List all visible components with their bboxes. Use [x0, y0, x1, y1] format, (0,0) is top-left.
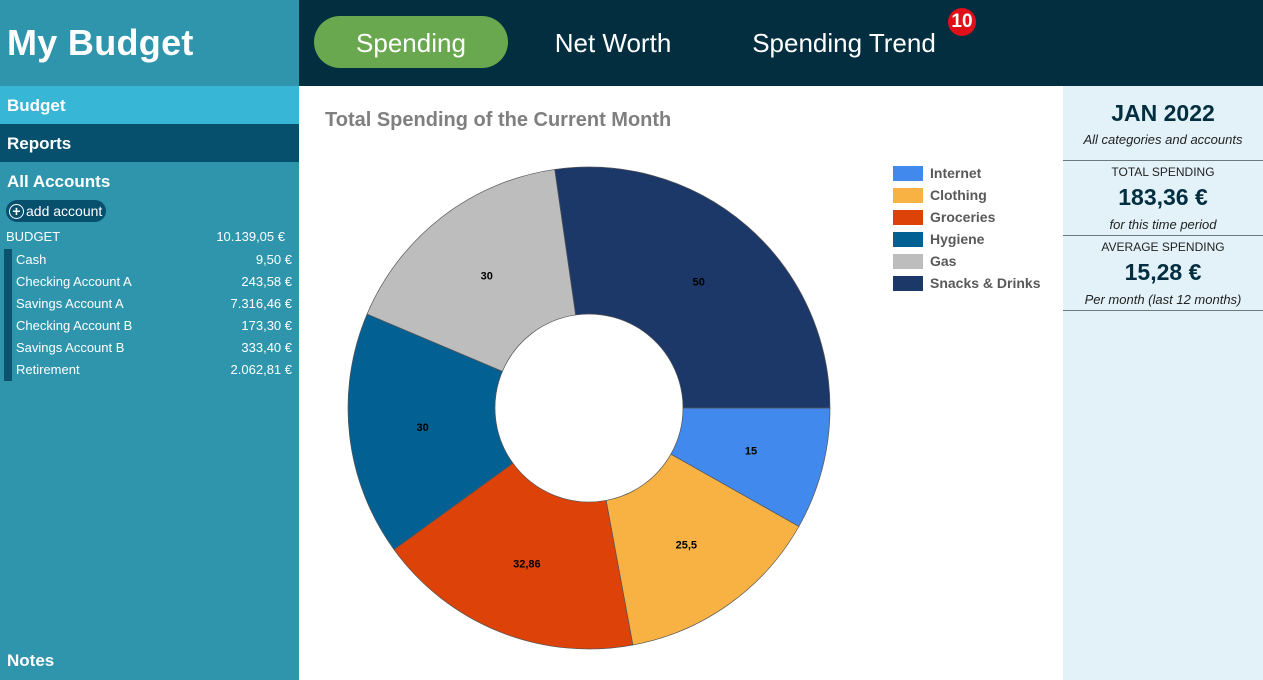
pie-data-label: 15 [745, 446, 757, 458]
top-tab-bar: Spending Net Worth Spending Trend 10 [299, 0, 1263, 86]
pie-slice-groceries [393, 462, 634, 650]
nav-budget[interactable]: Budget [0, 86, 299, 124]
average-spending-value: 15,28 € [1124, 259, 1202, 285]
legend-label: Hygiene [930, 231, 985, 247]
summary-panel: JAN 2022 All categories and accounts TOT… [1063, 86, 1263, 680]
account-row-savings-b[interactable]: Savings Account B 333,40 € [12, 337, 292, 359]
legend-item: Internet [893, 162, 1041, 184]
add-account-button[interactable]: + add account [6, 200, 107, 222]
account-row-cash[interactable]: Cash 9,50 € [12, 249, 292, 271]
divider [1063, 235, 1263, 236]
add-account-label: add account [26, 203, 103, 219]
budget-summary-value: 10.139,05 € [216, 229, 285, 244]
pie-data-label: 30 [416, 422, 428, 434]
account-name: Savings Account B [16, 340, 125, 355]
legend-swatch [893, 187, 923, 203]
total-spending-label: TOTAL SPENDING [1111, 165, 1215, 179]
account-value: 243,58 € [241, 274, 292, 289]
chart-panel: 15 25,5 32,86 30 30 50 Total Spending of the … [299, 86, 1063, 680]
total-spending-caption: for this time period [1109, 217, 1217, 232]
legend-swatch [893, 209, 923, 225]
tab-net-worth[interactable]: Net Worth [554, 28, 672, 58]
donut-chart: 15 25,5 32,86 30 30 50 [347, 166, 831, 650]
legend-label: Gas [930, 253, 957, 269]
legend-label: Snacks & Drinks [930, 275, 1041, 291]
legend-label: Internet [930, 165, 982, 181]
tab-spending[interactable]: Spending [314, 16, 508, 68]
legend-item: Clothing [893, 184, 1041, 206]
pie-slice-gas [366, 169, 577, 372]
account-row-checking-b[interactable]: Checking Account B 173,30 € [12, 315, 292, 337]
pie-slice-clothing [605, 453, 800, 646]
period-subtitle: All categories and accounts [1083, 132, 1243, 147]
account-value: 2.062,81 € [230, 362, 292, 377]
budget-summary-row[interactable]: BUDGET 10.139,05 € [0, 229, 299, 249]
pie-data-label: 50 [693, 276, 705, 288]
pie-data-label: 25,5 [676, 539, 697, 551]
nav-reports[interactable]: Reports [0, 124, 299, 162]
average-spending-label: AVERAGE SPENDING [1101, 240, 1225, 254]
account-name: Checking Account B [16, 318, 133, 333]
account-name: Checking Account A [16, 274, 132, 289]
account-row-retirement[interactable]: Retirement 2.062,81 € [12, 359, 292, 381]
pie-slice-snacks-drinks [554, 166, 831, 409]
legend-item: Groceries [893, 206, 1041, 228]
nav-notes[interactable]: Notes [7, 651, 55, 670]
account-name: Savings Account A [16, 296, 124, 311]
account-row-checking-a[interactable]: Checking Account A 243,58 € [12, 271, 292, 293]
legend-item: Hygiene [893, 228, 1041, 250]
pie-data-label: 32,86 [513, 559, 541, 571]
account-name: Retirement [16, 362, 80, 377]
legend-item: Snacks & Drinks [893, 272, 1041, 294]
legend-item: Gas [893, 250, 1041, 272]
account-list: Cash 9,50 € Checking Account A 243,58 € … [4, 249, 292, 381]
account-value: 333,40 € [241, 340, 292, 355]
legend-swatch [893, 275, 923, 291]
nav-all-accounts[interactable]: All Accounts [7, 172, 111, 191]
app-title: My Budget [7, 22, 194, 63]
average-spending-caption: Per month (last 12 months) [1084, 292, 1242, 307]
total-spending-value: 183,36 € [1118, 184, 1208, 210]
pie-data-label: 30 [481, 270, 493, 282]
account-value: 7.316,46 € [230, 296, 292, 311]
legend-swatch [893, 231, 923, 247]
account-value: 9,50 € [255, 252, 292, 267]
divider [1063, 160, 1263, 161]
chart-legend: Internet Clothing Groceries Hygiene Gas Snack… [893, 162, 1041, 294]
budget-summary-label: BUDGET [6, 229, 61, 244]
chart-title: Total Spending of the Current Month [325, 109, 672, 131]
tab-spending-trend[interactable]: Spending Trend [752, 28, 936, 58]
account-row-savings-a[interactable]: Savings Account A 7.316,46 € [12, 293, 292, 315]
legend-label: Groceries [930, 209, 996, 225]
legend-swatch [893, 165, 923, 181]
divider [1063, 310, 1263, 311]
legend-label: Clothing [930, 187, 987, 203]
notification-badge: 10 [948, 8, 976, 36]
account-name: Cash [16, 252, 47, 267]
plus-circle-icon: + [9, 203, 24, 219]
period-title: JAN 2022 [1111, 100, 1215, 126]
account-value: 173,30 € [241, 318, 292, 333]
sidebar: My Budget Budget Reports All Accounts + … [0, 0, 299, 680]
pie-slice-hygiene [347, 313, 514, 551]
legend-swatch [893, 253, 923, 269]
